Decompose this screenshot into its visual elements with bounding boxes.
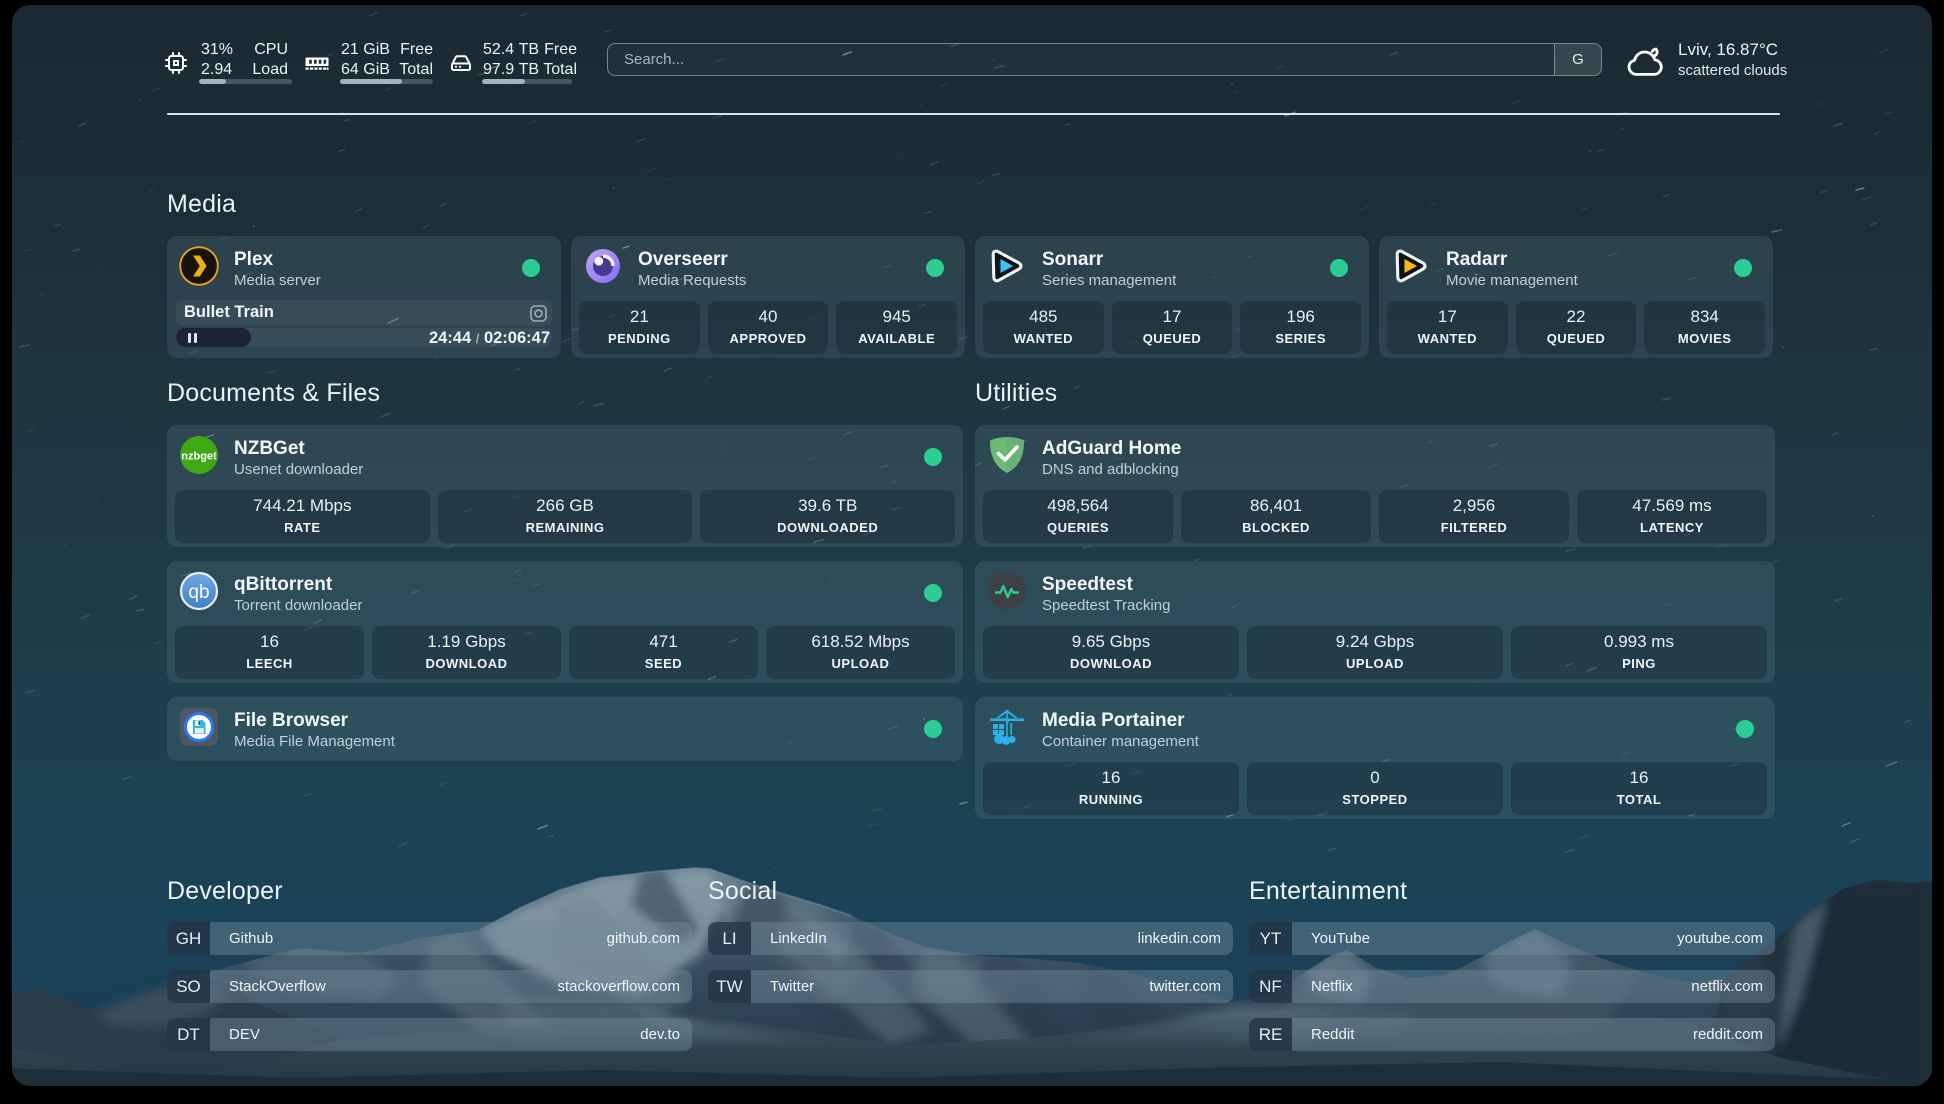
svg-text:nzbget: nzbget: [181, 451, 217, 463]
svg-text:qb: qb: [188, 582, 209, 603]
